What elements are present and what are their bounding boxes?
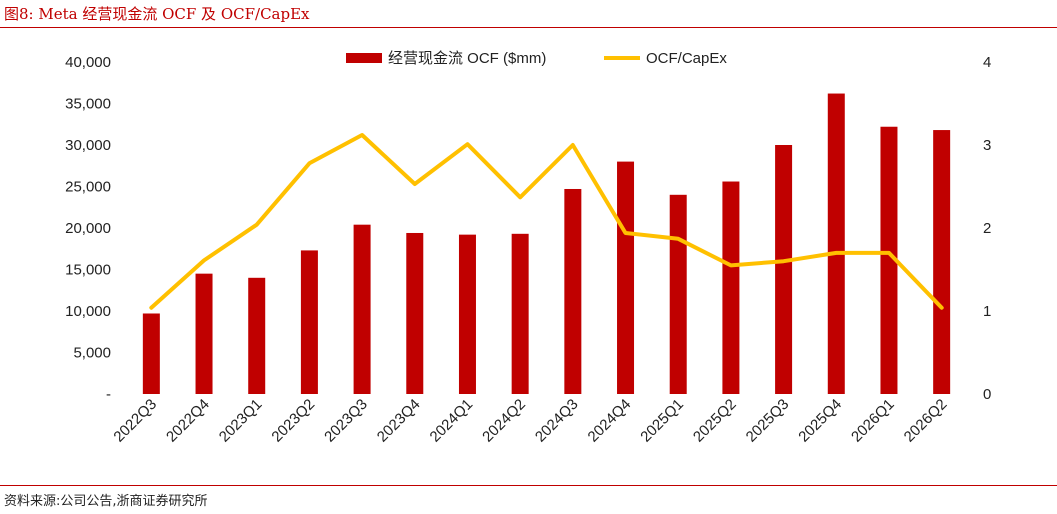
x-tick-label: 2024Q2 [479,396,529,446]
x-axis-labels: 2022Q3 2022Q4 2023Q1 2023Q2 2023Q3 2023Q4 2024… [110,396,950,446]
ocf-bar [564,188,582,394]
x-tick-label: 2024Q1 [427,396,477,446]
x-tick-label: 2024Q3 [532,396,582,446]
top-rule [0,27,1057,28]
bottom-rule [0,485,1057,486]
ocf-bar [248,277,266,394]
ocf-bar [880,126,898,395]
y-left-tick-label: 20,000 [65,220,111,237]
x-tick-label: 2025Q4 [795,396,845,446]
right-axis: 0 1 2 3 4 [983,54,991,403]
ocf-bar [458,234,476,394]
x-tick-label: 2024Q4 [585,396,635,446]
ocf-bar [669,194,687,394]
source-note: 资料来源:公司公告,浙商证券研究所 [4,494,208,509]
y-left-tick-label: 40,000 [65,54,111,71]
y-left-tick-label: 35,000 [65,96,111,113]
y-left-tick-label: 15,000 [65,262,111,279]
ocf-bar [617,161,635,394]
ocf-bar [933,130,951,394]
y-right-tick-label: 1 [983,303,991,320]
ocf-bar [722,181,740,394]
left-axis: - 5,000 10,000 15,000 20,000 25,000 30,000 35,0… [65,54,111,403]
ocf-bar [195,273,213,394]
x-tick-label: 2025Q2 [690,396,740,446]
bar-series [142,93,951,395]
figure-title: 图8: Meta 经营现金流 OCF 及 OCF/CapEx [4,5,310,23]
y-right-tick-label: 0 [983,386,991,403]
y-right-tick-label: 2 [983,220,991,237]
x-tick-label: 2023Q4 [374,396,424,446]
ocf-bar [300,250,318,394]
y-left-tick-label: 25,000 [65,179,111,196]
ocf-bar [142,313,160,394]
x-tick-label: 2026Q2 [901,396,951,446]
y-left-tick-label: 30,000 [65,137,111,154]
x-tick-label: 2023Q1 [216,396,266,446]
y-left-tick-label: 10,000 [65,303,111,320]
legend-bar-label: 经营现金流 OCF ($mm) [388,50,546,67]
x-tick-label: 2025Q3 [743,396,793,446]
x-tick-label: 2023Q2 [268,396,318,446]
x-tick-label: 2026Q1 [848,396,898,446]
y-left-tick-label: 5,000 [73,345,111,362]
ocf-bar [775,145,793,394]
y-left-tick-label: - [106,386,111,403]
ocf-bar [406,232,424,394]
ocf-bar [511,233,529,394]
chart: - 5,000 10,000 15,000 20,000 25,000 30,000 35,0… [65,50,991,446]
x-tick-label: 2022Q4 [163,396,213,446]
legend: 经营现金流 OCF ($mm) OCF/CapEx [346,50,727,67]
y-right-tick-label: 3 [983,137,991,154]
x-tick-label: 2022Q3 [110,396,160,446]
ocf-bar [827,93,845,394]
x-tick-label: 2023Q3 [321,396,371,446]
legend-line-label: OCF/CapEx [646,50,727,67]
legend-bar-swatch [346,53,382,63]
ratio-line [149,133,944,310]
x-tick-label: 2025Q1 [637,396,687,446]
y-right-tick-label: 4 [983,54,991,71]
ocf-bar [353,224,371,394]
